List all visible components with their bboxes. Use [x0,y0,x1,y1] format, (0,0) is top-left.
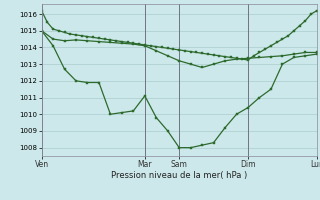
X-axis label: Pression niveau de la mer( hPa ): Pression niveau de la mer( hPa ) [111,171,247,180]
